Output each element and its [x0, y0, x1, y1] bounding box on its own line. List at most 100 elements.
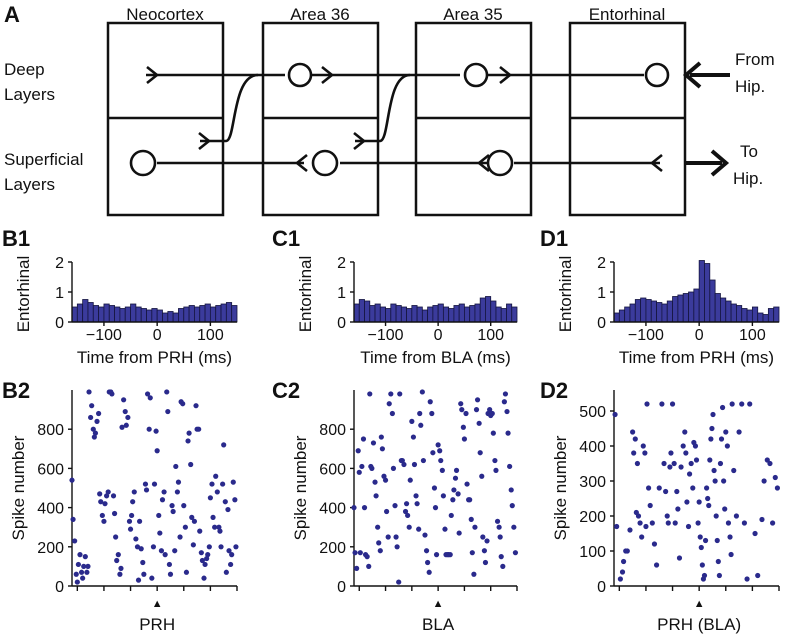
b2-spike-dot	[172, 548, 178, 554]
c2-spike-dot	[402, 508, 409, 515]
b2-spike-dot	[110, 493, 117, 499]
d2-spike-dot	[632, 436, 638, 442]
b2-spike-dot	[191, 518, 198, 524]
d1-bar-9	[661, 303, 668, 323]
b2-spike-dot	[130, 499, 136, 505]
b2-spike-dot	[229, 552, 235, 558]
b2-spike-dot	[210, 514, 216, 521]
b2-spike-dot	[230, 479, 236, 485]
b2-spike-dot	[73, 571, 79, 577]
b2-spike-dot	[189, 514, 195, 521]
d1-y-axis-title: Entorhinal	[556, 256, 575, 333]
d2-spike-dot	[739, 401, 745, 407]
b2-spike-dot	[146, 426, 152, 432]
b2-spike-dot	[186, 430, 192, 436]
b2-spike-dot	[223, 569, 229, 575]
d2-spike-dot	[727, 534, 733, 540]
area36-superficial-neuron	[311, 149, 339, 177]
b2-spike-dot	[221, 442, 227, 448]
c1-bar-28	[500, 308, 507, 323]
c1-bar-13	[421, 309, 429, 323]
b1-bar-18	[167, 311, 174, 323]
c2-spike-dot	[379, 446, 385, 452]
d2-spike-dot	[651, 541, 658, 547]
b2-spike-dot	[202, 561, 208, 568]
c2-spike-dot	[437, 448, 443, 454]
b1-bar-22	[188, 305, 195, 323]
c2-spike-dot	[476, 420, 482, 426]
b2-spike-dot	[80, 575, 86, 581]
b2-spike-dot	[84, 569, 90, 575]
d2-spike-dot	[617, 576, 623, 582]
d2-spike-dot	[752, 530, 758, 537]
b2-spike-dot	[154, 448, 160, 454]
b2-spike-dot	[82, 554, 88, 560]
c2-spike-dot	[369, 465, 375, 471]
d2-spike-dot	[701, 572, 708, 579]
d2-spike-dot	[710, 411, 716, 418]
b2-spike-dot	[111, 510, 118, 517]
b2-spike-dot	[77, 552, 83, 558]
d2-spike-dot	[669, 401, 676, 407]
c2-spike-dot	[386, 401, 392, 407]
b1-bar-21	[183, 306, 190, 323]
b2-spike-dot	[133, 536, 139, 542]
c2-spike-dot	[459, 407, 465, 413]
d2-spike-dot	[704, 485, 710, 491]
c2-spike-dot	[490, 430, 496, 436]
c1-bar-17	[442, 306, 450, 323]
b1-bar-24	[199, 305, 206, 323]
c2-spike-dot	[418, 422, 424, 428]
b1-bar-14	[146, 309, 153, 323]
c1-x-axis-title: Time from BLA (ms)	[360, 348, 511, 367]
b2-spike-dot	[170, 508, 176, 515]
d2-spike-dot	[692, 443, 699, 449]
b2-spike-dot	[141, 571, 147, 577]
b1-bar-12	[135, 306, 142, 323]
b1-bar-4	[92, 305, 100, 323]
c1-bar-24	[479, 297, 486, 323]
area-label-area35: Area 35	[443, 5, 503, 24]
b2-spike-dot	[103, 493, 110, 499]
b2-spike-dot	[197, 528, 203, 534]
b1-bar-13	[140, 308, 147, 323]
c1-bar-20	[458, 303, 465, 323]
b2-spike-dot	[97, 491, 103, 497]
d1-ytick-label: 0	[597, 315, 606, 332]
to-hip-label-line1: To	[740, 142, 758, 161]
d2-spike-dot	[690, 485, 696, 491]
d2-spike-dot	[699, 562, 705, 568]
c2-spike-dot	[405, 512, 411, 519]
b1-xtick-label: −100	[86, 327, 122, 344]
b2-spike-dot	[232, 497, 238, 503]
d1-bar-6	[645, 299, 652, 323]
c2-spike-dot	[432, 505, 439, 511]
c2-spike-dot	[469, 550, 475, 556]
area-label-area36: Area 36	[290, 5, 350, 24]
d2-spike-dot	[630, 429, 636, 435]
histogram-b1: −100 0 100 0 1 2 Time from PRH (ms) Entorhinal	[14, 255, 238, 367]
superficial-label-line1: Superficial	[4, 150, 83, 169]
b2-spike-dot	[143, 487, 150, 493]
c2-spike-dot	[360, 436, 367, 442]
c2-spike-dot	[373, 493, 379, 499]
c2-spike-dot	[505, 430, 511, 436]
c1-xtick-label: −100	[368, 327, 404, 344]
d2-spike-dot	[612, 411, 618, 418]
b2-spike-dot	[140, 559, 146, 566]
d1-bar-29	[767, 308, 775, 323]
d2-spike-dot	[639, 534, 645, 540]
c1-bar-8	[395, 305, 402, 323]
b2-spike-dot	[151, 481, 158, 487]
d2-spike-dot	[676, 555, 683, 561]
d2-spike-dot	[661, 460, 667, 467]
c2-spike-dot	[376, 540, 382, 546]
area35-deep-neuron	[463, 62, 489, 88]
d2-spike-dot	[747, 401, 753, 407]
d2-spike-dot	[671, 460, 677, 467]
c2-spike-dot	[474, 397, 481, 403]
b2-y-axis-title: Spike number	[9, 435, 28, 540]
c2-spike-dot	[409, 418, 415, 424]
c2-spike-dot	[388, 391, 394, 397]
d2-spike-dot	[715, 558, 721, 565]
